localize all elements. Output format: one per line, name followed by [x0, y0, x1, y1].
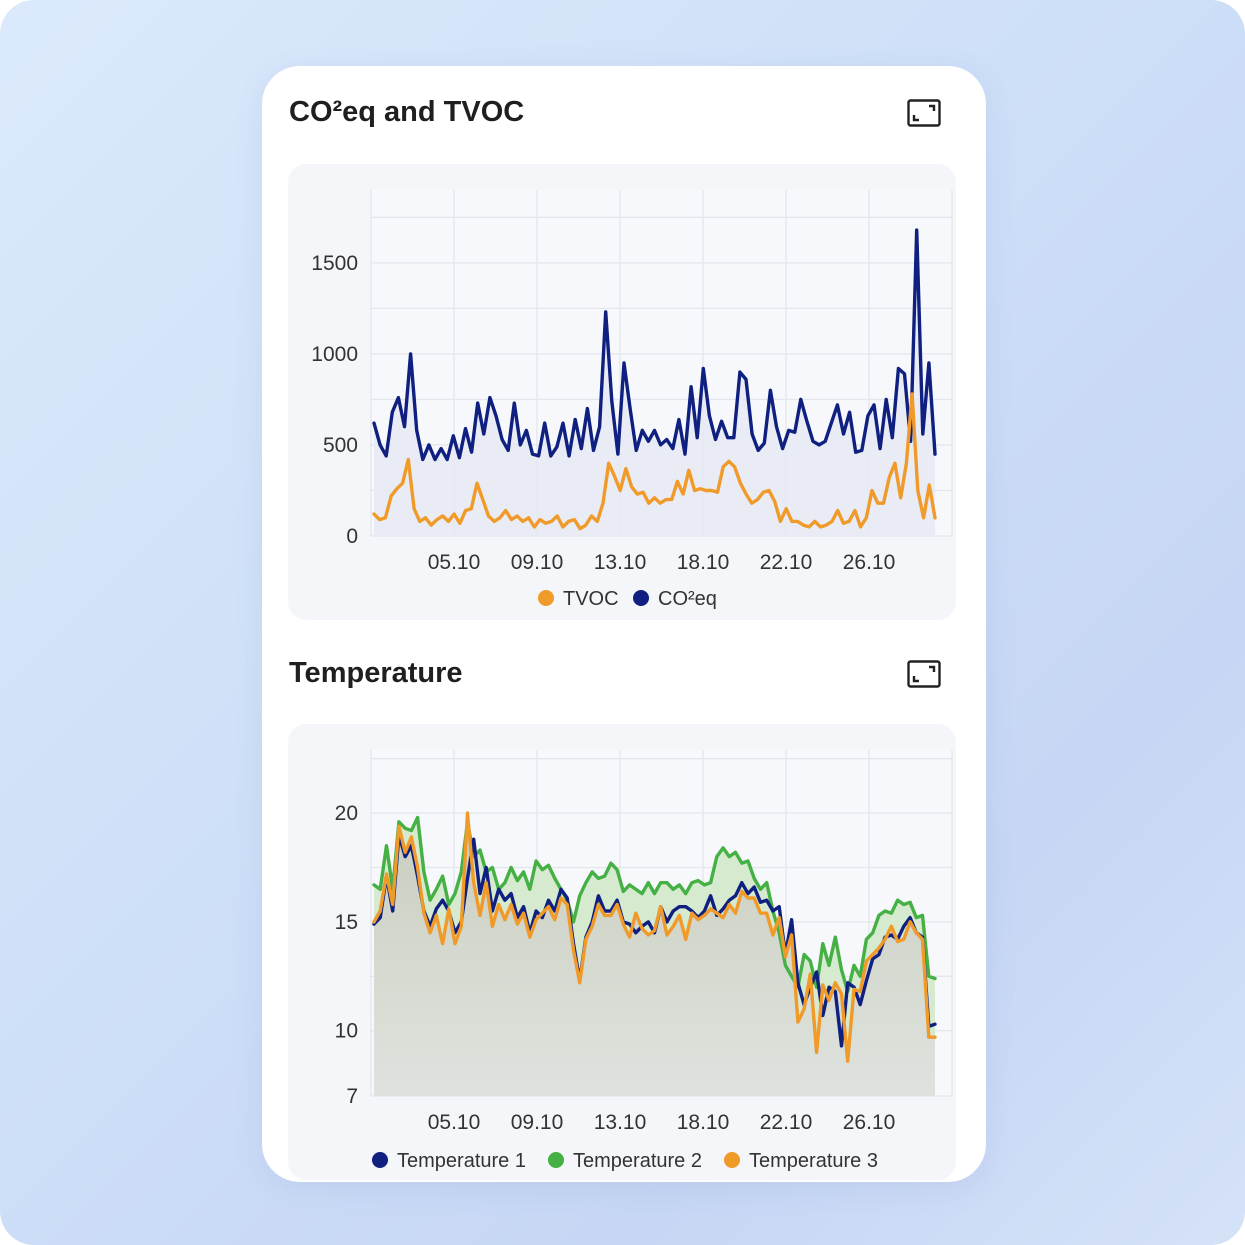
series-line-temperature-3: [372, 811, 937, 1063]
legend-marker: [633, 590, 649, 606]
temperature-chart: 7 10 15 20 05.10 09.10 13.10 18.10 22.10 26.10 Tem…: [335, 750, 953, 1172]
chart-panel-co2-tvoc: 0 500 1000 1500 05.10 09.10 13.10 18.10 22.10 26.…: [288, 164, 956, 620]
x-tick-label: 18.10: [677, 551, 730, 574]
x-tick-label: 09.10: [511, 1111, 564, 1134]
legend-marker: [548, 1152, 564, 1168]
series-line-co-eq: [372, 228, 937, 462]
co2-tvoc-chart: 0 500 1000 1500 05.10 09.10 13.10 18.10 22.10 26.…: [311, 190, 953, 610]
area-fill-temperature: [374, 813, 935, 1096]
y-tick-label: 1500: [311, 252, 358, 275]
x-tick-label: 26.10: [843, 551, 896, 574]
legend-marker: [372, 1152, 388, 1168]
legend-marker: [724, 1152, 740, 1168]
fullscreen-icon[interactable]: [907, 99, 941, 127]
dashboard-card: CO²eq and TVOC 0 500 1000 1500 05.10 09.10 13.…: [262, 66, 986, 1182]
y-tick-label: 15: [335, 911, 358, 934]
y-tick-label: 20: [335, 802, 358, 825]
x-tick-label: 13.10: [594, 1111, 647, 1134]
legend-label[interactable]: CO²eq: [658, 588, 717, 610]
x-tick-label: 26.10: [843, 1111, 896, 1134]
chart-title-temperature: Temperature: [289, 657, 463, 689]
x-tick-label: 13.10: [594, 551, 647, 574]
y-tick-label: 10: [335, 1020, 358, 1043]
legend: Temperature 1 Temperature 2 Temperature 3: [372, 1150, 878, 1172]
legend-marker: [538, 590, 554, 606]
y-tick-label: 1000: [311, 343, 358, 366]
x-tick-label: 22.10: [760, 551, 813, 574]
legend: TVOC CO²eq: [538, 588, 717, 610]
x-tick-label: 05.10: [428, 551, 481, 574]
series-line-tvoc: [372, 392, 937, 531]
legend-label[interactable]: Temperature 2: [573, 1150, 702, 1172]
chart-panel-temperature: 7 10 15 20 05.10 09.10 13.10 18.10 22.10 26.10 Tem…: [288, 724, 956, 1180]
series-line-temperature-1: [372, 833, 937, 1048]
legend-label[interactable]: Temperature 3: [749, 1150, 878, 1172]
x-tick-label: 09.10: [511, 551, 564, 574]
fullscreen-icon[interactable]: [907, 660, 941, 688]
y-tick-label: 0: [346, 525, 358, 548]
area-fill-co2: [374, 230, 935, 536]
x-tick-label: 05.10: [428, 1111, 481, 1134]
y-tick-label: 7: [346, 1085, 358, 1108]
y-tick-label: 500: [323, 434, 358, 457]
x-tick-label: 18.10: [677, 1111, 730, 1134]
chart-title-co2-tvoc: CO²eq and TVOC: [289, 96, 525, 128]
x-tick-label: 22.10: [760, 1111, 813, 1134]
legend-label[interactable]: TVOC: [563, 588, 619, 610]
legend-label[interactable]: Temperature 1: [397, 1150, 526, 1172]
